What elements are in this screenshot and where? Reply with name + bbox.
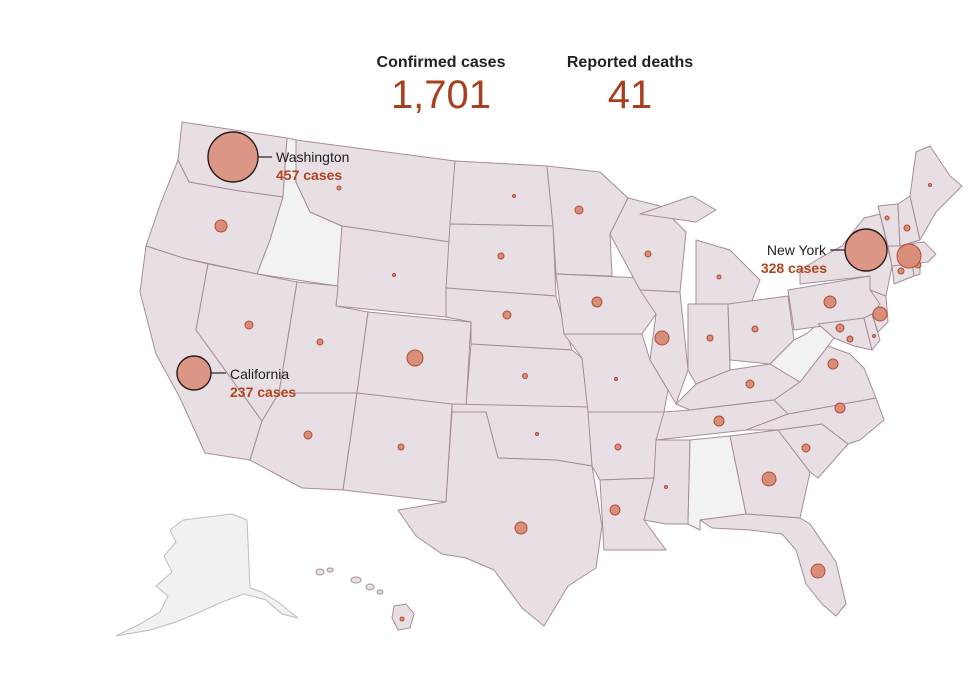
bubble-oregon[interactable]: [214, 219, 228, 233]
state-north-dakota[interactable]: [449, 160, 554, 227]
bubble-pennsylvania[interactable]: [823, 295, 837, 309]
bubble-maryland[interactable]: [835, 323, 845, 333]
bubble-oklahoma[interactable]: [535, 432, 539, 436]
confirmed-cases-value: 1,701: [390, 73, 492, 117]
bubble-nebraska[interactable]: [502, 310, 512, 320]
reported-deaths-value: 41: [607, 73, 653, 117]
confirmed-cases-stat: Confirmed cases 1,701: [360, 54, 522, 118]
bubble-indiana[interactable]: [706, 334, 714, 342]
new-york-callout-name: New York: [767, 242, 827, 258]
reported-deaths-label: Reported deaths: [566, 54, 694, 71]
state-maryland[interactable]: [817, 317, 873, 351]
bubble-colorado[interactable]: [406, 349, 424, 367]
bubble-connecticut[interactable]: [897, 267, 905, 275]
bubble-tennessee[interactable]: [713, 415, 725, 427]
bubble-minnesota[interactable]: [574, 205, 584, 215]
bubble-kansas[interactable]: [522, 373, 528, 379]
bubble-georgia[interactable]: [761, 471, 777, 487]
state-maine[interactable]: [909, 145, 963, 241]
bubble-montana[interactable]: [336, 185, 342, 191]
bubble-kentucky[interactable]: [745, 379, 755, 389]
case-bubbles: [214, 183, 932, 622]
bubble-florida[interactable]: [810, 563, 826, 579]
bubble-maine[interactable]: [928, 183, 932, 187]
state-alaska[interactable]: [115, 513, 299, 637]
california-callout-count: 237 cases: [230, 384, 296, 400]
reported-deaths-stat: Reported deaths 41: [552, 54, 708, 118]
bubble-north-dakota[interactable]: [512, 194, 516, 198]
bubble-south-dakota[interactable]: [497, 252, 505, 260]
bubble-wisconsin[interactable]: [644, 250, 652, 258]
bubble-massachusetts[interactable]: [896, 243, 922, 269]
bubble-hawaii[interactable]: [399, 616, 405, 622]
state-south-dakota[interactable]: [445, 223, 557, 297]
bubble-dc[interactable]: [846, 335, 854, 343]
bubble-new-hampshire[interactable]: [903, 224, 911, 232]
bubble-iowa[interactable]: [591, 296, 603, 308]
bubble-wyoming[interactable]: [392, 273, 396, 277]
bubble-arizona[interactable]: [303, 430, 313, 440]
bubble-new-jersey[interactable]: [872, 306, 888, 322]
bubble-nevada[interactable]: [244, 320, 254, 330]
bubble-virginia[interactable]: [827, 358, 839, 370]
state-missouri[interactable]: [563, 333, 669, 413]
state-iowa[interactable]: [555, 273, 657, 335]
bubble-washington[interactable]: [207, 131, 259, 183]
state-west-virginia[interactable]: [769, 323, 835, 383]
state-florida[interactable]: [699, 513, 847, 617]
bubble-texas[interactable]: [514, 521, 528, 535]
bubble-illinois[interactable]: [654, 330, 670, 346]
bubble-new-york[interactable]: [844, 228, 888, 272]
state-indiana[interactable]: [687, 303, 731, 385]
state-michigan-upper[interactable]: [639, 195, 717, 223]
state-hawaii[interactable]: [315, 567, 415, 631]
bubble-ohio[interactable]: [751, 325, 759, 333]
bubble-vermont[interactable]: [884, 215, 890, 221]
bubble-utah[interactable]: [316, 338, 324, 346]
bubble-louisiana[interactable]: [609, 504, 621, 516]
state-minnesota[interactable]: [546, 165, 629, 277]
state-delaware[interactable]: [863, 313, 881, 351]
state-illinois[interactable]: [639, 289, 689, 405]
bubble-delaware[interactable]: [872, 334, 876, 338]
state-new-mexico[interactable]: [342, 392, 453, 503]
bubble-michigan[interactable]: [716, 274, 722, 280]
state-arkansas[interactable]: [587, 411, 665, 481]
new-york-callout-count: 328 cases: [761, 260, 827, 276]
bubble-missouri[interactable]: [614, 377, 618, 381]
state-wyoming[interactable]: [335, 225, 451, 318]
confirmed-cases-label: Confirmed cases: [376, 54, 506, 71]
california-callout-name: California: [230, 366, 289, 382]
bubble-south-carolina[interactable]: [801, 443, 811, 453]
bubble-mississippi[interactable]: [664, 485, 668, 489]
bubble-california[interactable]: [176, 355, 212, 391]
state-michigan[interactable]: [695, 239, 761, 307]
state-texas[interactable]: [397, 411, 603, 627]
washington-callout-name: Washington: [276, 149, 349, 165]
bubble-arkansas[interactable]: [614, 443, 622, 451]
bubble-north-carolina[interactable]: [834, 402, 846, 414]
washington-callout-count: 457 cases: [276, 167, 342, 183]
bubble-new-mexico[interactable]: [397, 443, 405, 451]
